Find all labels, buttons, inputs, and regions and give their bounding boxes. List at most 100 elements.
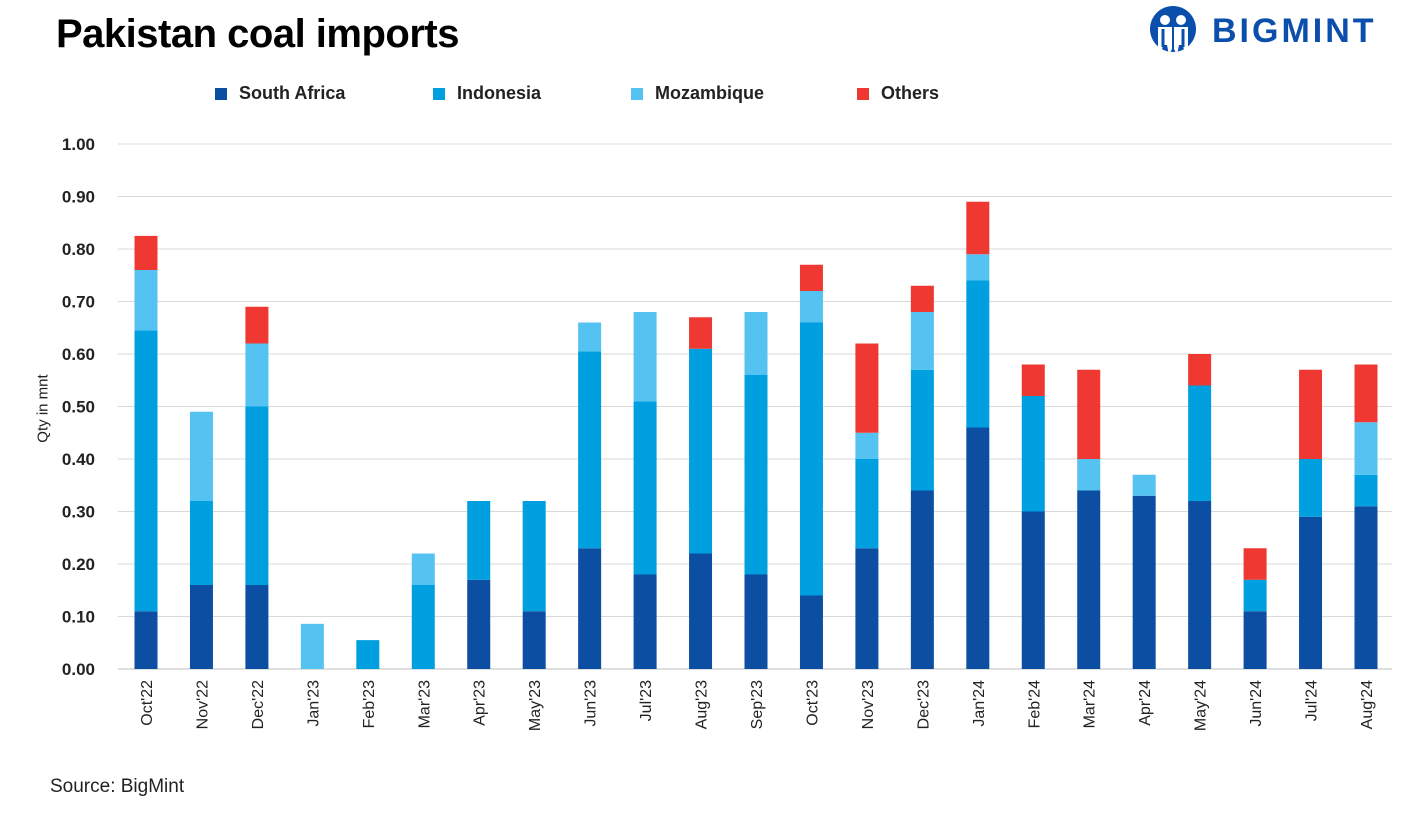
bar-mozambique-0: [134, 270, 158, 331]
bar-others-15: [966, 201, 990, 255]
bar-south-africa-9: [633, 574, 657, 669]
bar-south-africa-7: [522, 611, 546, 669]
x-tick-label: Jul'24: [1304, 680, 1321, 721]
bar-indonesia-16: [1021, 396, 1045, 512]
legend: South Africa Indonesia Mozambique Others: [0, 83, 1410, 105]
bar-indonesia-4: [356, 640, 380, 669]
bar-mozambique-9: [633, 312, 657, 402]
legend-item-indonesia: Indonesia: [433, 83, 541, 104]
legend-swatch: [215, 87, 227, 100]
bar-indonesia-7: [522, 501, 546, 612]
y-tick-label: 0.70: [62, 293, 95, 312]
bar-mozambique-5: [411, 553, 435, 585]
bar-south-africa-11: [744, 574, 768, 669]
bigmint-logo: BIGMINT: [1148, 5, 1377, 57]
bar-indonesia-8: [578, 351, 602, 549]
x-tick-label: Aug'24: [1359, 680, 1376, 729]
y-tick-label: 0.90: [62, 188, 95, 207]
y-tick-label: 0.30: [62, 503, 95, 522]
bar-others-2: [245, 306, 269, 344]
bar-south-africa-12: [799, 595, 823, 669]
bar-south-africa-17: [1077, 490, 1101, 669]
x-tick-label: Jan'23: [305, 680, 322, 727]
legend-swatch: [433, 87, 445, 100]
bar-south-africa-1: [189, 585, 213, 669]
legend-item-south-africa: South Africa: [215, 83, 345, 104]
bar-others-0: [134, 235, 158, 270]
bar-mozambique-13: [855, 432, 879, 459]
bar-mozambique-2: [245, 343, 269, 407]
bar-indonesia-11: [744, 375, 768, 575]
bar-mozambique-3: [300, 623, 324, 669]
bar-indonesia-1: [189, 501, 213, 585]
bar-south-africa-8: [578, 548, 602, 669]
x-tick-label: Nov'22: [194, 680, 211, 729]
bar-indonesia-13: [855, 459, 879, 549]
x-tick-label: Feb'24: [1026, 680, 1043, 729]
bar-indonesia-5: [411, 585, 435, 669]
x-tick-label: May'23: [527, 680, 544, 731]
bar-indonesia-14: [910, 369, 934, 491]
y-tick-label: 0.50: [62, 398, 95, 417]
bar-indonesia-20: [1243, 579, 1267, 612]
bar-south-africa-6: [467, 579, 491, 669]
x-tick-label: Jun'24: [1248, 680, 1265, 727]
y-tick-label: 0.00: [62, 660, 95, 679]
bar-south-africa-19: [1188, 501, 1212, 669]
bar-others-10: [689, 317, 713, 349]
bar-mozambique-14: [910, 312, 934, 370]
x-tick-label: Apr'24: [1137, 680, 1154, 726]
bar-mozambique-12: [799, 291, 823, 323]
bar-indonesia-22: [1354, 474, 1378, 507]
x-tick-label: Oct'23: [804, 680, 821, 726]
bar-others-13: [855, 343, 879, 433]
bar-indonesia-12: [799, 322, 823, 596]
bar-others-21: [1299, 369, 1323, 459]
bar-mozambique-15: [966, 254, 990, 281]
x-tick-label: Feb'23: [361, 680, 378, 729]
bar-south-africa-21: [1299, 516, 1323, 669]
bar-indonesia-21: [1299, 459, 1323, 517]
bar-mozambique-17: [1077, 459, 1101, 491]
source-note: Source: BigMint: [50, 776, 185, 797]
y-tick-label: 0.40: [62, 450, 95, 469]
x-tick-label: Apr'23: [472, 680, 489, 726]
bar-south-africa-16: [1021, 511, 1045, 669]
chart-title: Pakistan coal imports: [56, 12, 459, 56]
x-tick-label: Dec'22: [250, 680, 267, 729]
x-tick-label: Jun'23: [583, 680, 600, 727]
legend-label: Indonesia: [457, 83, 542, 103]
bar-mozambique-1: [189, 411, 213, 501]
legend-label: Others: [881, 83, 940, 103]
bar-others-20: [1243, 548, 1267, 580]
legend-item-mozambique: Mozambique: [631, 83, 764, 104]
y-tick-label: 0.60: [62, 345, 95, 364]
y-tick-label: 1.00: [62, 135, 95, 154]
bar-south-africa-18: [1132, 495, 1156, 669]
bar-indonesia-10: [689, 348, 713, 554]
x-tick-label: Nov'23: [860, 680, 877, 729]
bar-others-16: [1021, 364, 1045, 396]
bar-south-africa-20: [1243, 611, 1267, 669]
bar-mozambique-11: [744, 312, 768, 375]
x-tick-label: Sep'23: [749, 680, 766, 729]
bar-south-africa-15: [966, 427, 990, 669]
bar-indonesia-19: [1188, 385, 1212, 501]
bar-others-14: [910, 285, 934, 312]
bar-others-19: [1188, 354, 1212, 386]
x-tick-label: Mar'24: [1082, 680, 1099, 729]
y-tick-label: 0.80: [62, 240, 95, 259]
bar-south-africa-2: [245, 585, 269, 669]
bar-indonesia-6: [467, 501, 491, 580]
bar-mozambique-22: [1354, 422, 1378, 475]
logo-text: BIGMINT: [1212, 11, 1377, 50]
x-tick-label: Aug'23: [694, 680, 711, 729]
bar-others-12: [799, 264, 823, 291]
x-tick-label: Oct'22: [139, 680, 156, 726]
y-tick-label: 0.20: [62, 555, 95, 574]
x-tick-label: May'24: [1193, 680, 1210, 731]
bar-indonesia-0: [134, 330, 158, 612]
bar-south-africa-13: [855, 548, 879, 669]
